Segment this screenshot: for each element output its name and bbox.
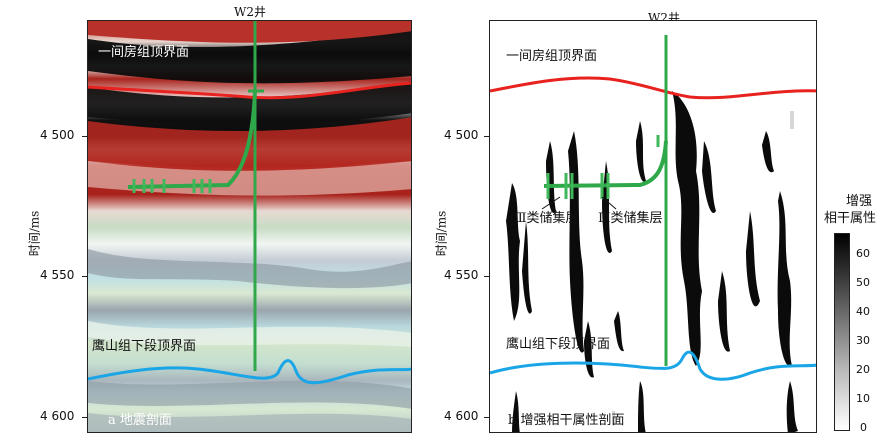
colorbar-tick-30: 30: [856, 334, 870, 347]
well-trajectory-horizontal: [127, 90, 257, 189]
seismic-section-graphic: [88, 21, 411, 432]
colorbar-tick-40: 40: [856, 305, 870, 318]
tick-label-a-4550: 4 550: [40, 268, 75, 282]
tick-mark: [484, 136, 489, 137]
tick-mark: [82, 417, 87, 418]
tick-label-a-4600: 4 600: [40, 409, 75, 423]
bottom-horizon-label-a: 鹰山组下段顶界面: [92, 339, 197, 354]
colorbar-tick-50: 50: [856, 276, 870, 289]
tick-mark: [82, 136, 87, 137]
tick-mark: [484, 276, 489, 277]
colorbar-tick-0: 0: [860, 421, 867, 434]
tick-mark: [484, 417, 489, 418]
coherence-section-panel: 一间房组顶界面 Ⅲ类储集层 Ⅲ类储集层 鹰山组下段顶界面 b 增强相干属性剖面: [489, 20, 817, 433]
seismic-section-panel: 一间房组顶界面 鹰山组下段顶界面 a 地震剖面: [87, 20, 412, 433]
colorbar-tick-60: 60: [856, 247, 870, 260]
panel-caption-b: b 增强相干属性剖面: [508, 413, 625, 428]
top-horizon-line: [490, 76, 816, 100]
bottom-horizon-line: [88, 359, 411, 385]
colorbar: [834, 233, 850, 431]
bottom-horizon-label-b: 鹰山组下段顶界面: [506, 337, 611, 352]
well-trajectory-horizontal: [543, 140, 668, 188]
y-axis-label-b: 时间/ms: [434, 210, 449, 257]
tick-label-b-4600: 4 600: [444, 409, 479, 423]
bottom-horizon-line: [490, 350, 816, 381]
panel-caption-a: a 地震剖面: [108, 413, 172, 428]
reservoir-label-2: Ⅲ类储集层: [598, 211, 663, 226]
top-horizon-label-b: 一间房组顶界面: [506, 49, 598, 64]
top-horizon-line: [88, 81, 411, 100]
coherence-section-graphic: [490, 35, 816, 432]
tick-label-b-4550: 4 550: [444, 268, 479, 282]
colorbar-tick-10: 10: [856, 392, 870, 405]
reservoir-label-1: Ⅲ类储集层: [514, 211, 579, 226]
tick-mark: [82, 276, 87, 277]
colorbar-tick-20: 20: [856, 363, 870, 376]
tick-label-b-4500: 4 500: [444, 128, 479, 142]
colorbar-title-line2: 相干属性: [824, 211, 877, 226]
well-title-a: W2井: [234, 5, 266, 19]
tick-label-a-4500: 4 500: [40, 128, 75, 142]
y-axis-label-a: 时间/ms: [27, 210, 42, 257]
top-horizon-label-a: 一间房组顶界面: [98, 45, 190, 60]
colorbar-title-line1: 增强: [846, 194, 873, 209]
